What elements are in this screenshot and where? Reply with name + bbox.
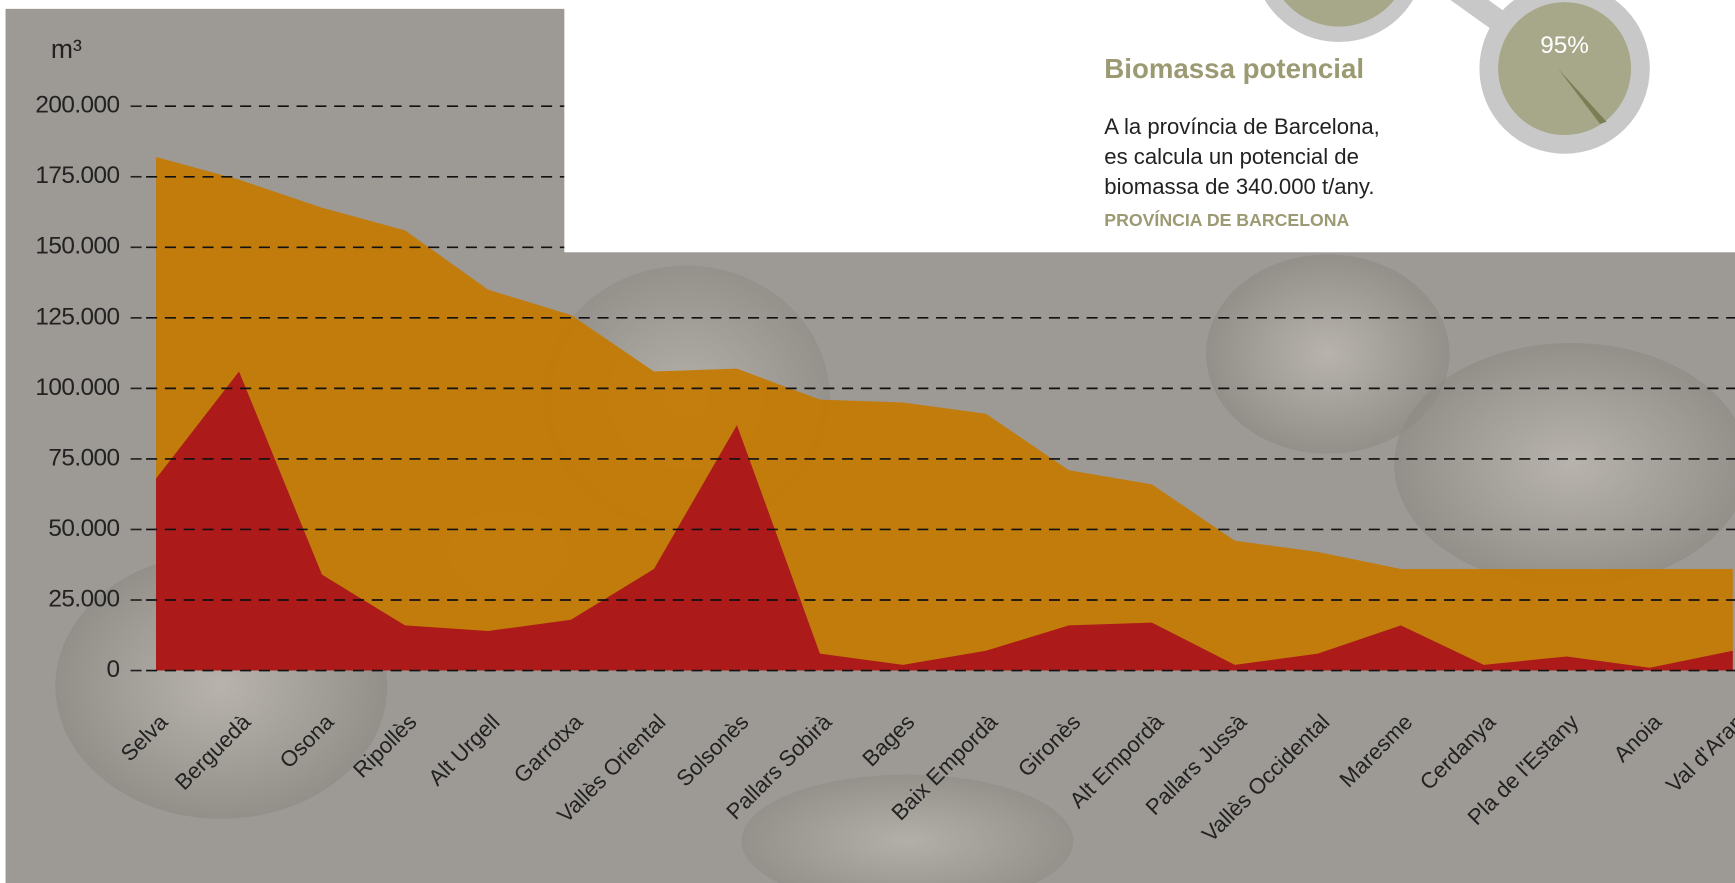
y-tick-label: 75.000 (48, 444, 119, 471)
gauge-arc (1498, 2, 1631, 135)
info-title: Biomassa potencial (1104, 53, 1364, 84)
y-axis-label: m³ (51, 34, 82, 64)
y-tick-label: 0 (107, 656, 120, 683)
info-text: biomassa de 340.000 t/any. (1104, 174, 1374, 199)
y-tick-label: 200.000 (35, 92, 119, 119)
y-tick-label: 150.000 (35, 233, 119, 260)
y-tick-label: 125.000 (35, 303, 119, 330)
info-text: A la província de Barcelona, (1104, 114, 1380, 139)
y-tick-label: 25.000 (48, 585, 119, 612)
area (156, 157, 1733, 671)
gauge: 95% (1264, 0, 1650, 154)
area (156, 371, 1733, 671)
info-text: es calcula un potencial de (1104, 144, 1359, 169)
info-source: PROVÍNCIA DE BARCELONA (1104, 209, 1349, 230)
y-tick-label: 50.000 (48, 515, 119, 542)
gauge-needle (1557, 68, 1607, 124)
y-tick-label: 100.000 (35, 374, 119, 401)
y-tick-label: 175.000 (35, 162, 119, 189)
gauge-label: 95% (1540, 32, 1589, 59)
